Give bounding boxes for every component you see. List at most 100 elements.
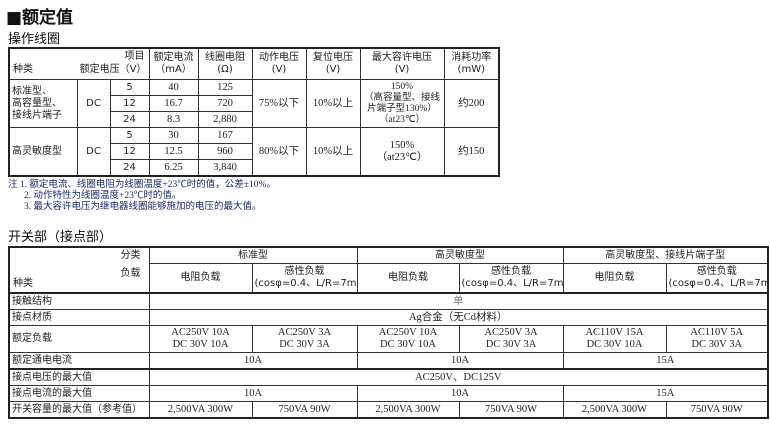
resistance-cell: 2,880 [197,111,253,128]
contact-table: 分类 负载 种类 标准型 高灵敏度型 高灵敏度型、接线片端子型 电阻负载 感性负… [8,246,769,419]
resistance-header: 线圈电阻 (Ω) [197,47,253,80]
current-cell: 8.3 [148,111,199,128]
current-cell: 16.7 [148,95,199,112]
row-label: 接点电流的最大值 [8,385,150,402]
row-label: 接触结构 [8,292,150,310]
table-row: 接触结构单 [8,292,769,310]
resistive-load-header: 电阻负载 [562,263,667,294]
inductive-load-header: 感性负载(cosφ=0.4、L/R=7ms) [458,263,564,294]
item-label: 项目 [124,51,145,62]
release-cell: 10%以上 [305,127,361,177]
structure-value: 单 [148,292,769,310]
value-cell: 750VA 90W [665,401,769,419]
note-2: 2. 动作特性为线圈温度+23℃时的值。 [24,191,182,201]
rated-load-cell: AC110V 15A DC 30V 10A [562,325,667,353]
row-label: 开关容量的最大值（参考值） [8,401,150,419]
kind-label: 种类 [13,64,33,75]
current-cell: 40 [148,79,199,96]
resistance-cell: 125 [197,79,253,96]
release-header: 复位电压 (V) [305,47,361,80]
value-cell: 15A [562,352,769,370]
table-row: 12 16.7 720 [9,95,499,112]
power-cell: 约150 [443,127,500,177]
rated-voltage-label: 额定电压（V） [79,64,147,75]
value-cell: 10A [148,385,358,402]
row-label: 额定通电电流 [8,352,150,370]
corner-header: 项目 种类 额定电压（V） [8,47,150,80]
kind-cell: 高灵敏度型 [8,127,78,177]
rated-load-cell: AC250V 10A DC 30V 10A [356,325,460,353]
value-cell: 15A [562,385,769,402]
current-cell: 6.25 [148,159,199,177]
rated-load-cell: AC250V 3A DC 30V 3A [251,325,358,353]
value-cell: 2,500VA 300W [562,401,667,419]
page-title: ■额定值 [6,8,74,28]
operate-cell: 80%以下 [251,127,307,177]
coil-table: 项目 种类 额定电压（V） 额定电流 （mA） 线圈电阻 (Ω) 动作电压 (V) 复… [8,47,501,177]
kind-label: 种类 [13,278,33,289]
table-row: 额定负载 AC250V 10A DC 30V 10A AC250V 3A DC 30… [8,325,769,353]
resistance-cell: 720 [197,95,253,112]
operate-cell: 75%以下 [251,79,307,128]
value-cell: 10A [148,352,358,370]
contact-heading: 开关部（接点部） [8,230,113,245]
value-cell: 750VA 90W [251,401,358,419]
table-row: 12 12.5 960 [9,143,499,160]
table-row: 接点电压的最大值 AC250V、DC125V [8,368,769,386]
power-header: 消耗功率 (mW) [443,47,500,80]
rated-load-cell: AC250V 3A DC 30V 3A [458,325,564,353]
notes: 注 1. 额定电流、线圈电阻为线圈温度+23℃时的值，公差±10%。 2. 动作… [8,180,276,213]
max-voltage-cell: 150% （高容量型、接线 片端子型130%） （at23℃） [359,79,445,128]
current-cell: 12.5 [148,143,199,160]
table-row: 高灵敏度型 DC 5 30 167 80%以下 10%以上 150% （at23℃… [8,127,500,177]
row-label: 接点电压的最大值 [8,368,150,386]
table-row: 开关容量的最大值（参考值） 2,500VA 300W 750VA 90W 2,5… [8,401,769,419]
voltage-cell: 12 [109,95,150,112]
table-row: 接点材质 Ag合金（无Cd材料） [8,309,769,326]
category-high-sensitivity: 高灵敏度型 [356,246,564,264]
inductive-load-header: 感性负载(cosφ=0.4、L/R=7ms) [251,263,358,294]
voltage-cell: 24 [109,159,150,177]
max-voltage-header: 最大容许电压 (V) [359,47,445,80]
resistive-load-header: 电阻负载 [356,263,460,294]
coil-heading: 操作线圈 [8,32,61,47]
current-cell: 30 [148,127,199,144]
value-cell: 2,500VA 300W [356,401,460,419]
resistance-cell: 960 [197,143,253,160]
kind-cell: 标准型、 高容量型、 接线片端子 [8,79,78,128]
value-cell: 750VA 90W [458,401,564,419]
resistive-load-header: 电阻负载 [148,263,253,294]
voltage-cell: 5 [109,79,150,96]
resistance-cell: 3,840 [197,159,253,177]
value-cell: 10A [356,352,564,370]
power-cell: 约200 [443,79,500,128]
category-high-sensitivity-tab: 高灵敏度型、接线片端子型 [562,246,769,264]
inductive-load-header: 感性负载(cosφ=0.4、L/R=7ms) [665,263,769,294]
current-header: 额定电流 （mA） [148,47,199,80]
load-label: 负载 [120,268,141,279]
release-cell: 10%以上 [305,79,361,128]
material-value: Ag合金（无Cd材料） [148,309,769,326]
value-cell: 10A [356,385,564,402]
type-cell: DC [76,79,111,128]
table-row: 标准型、 高容量型、 接线片端子 DC 5 40 125 75%以下 10%以上 1… [8,79,500,128]
category-label: 分类 [120,250,141,261]
type-cell: DC [76,127,111,177]
table-row: 额定通电电流 10A 10A 15A [8,352,769,370]
voltage-cell: 5 [109,127,150,144]
table-row: 24 6.25 3,840 [9,159,499,177]
value-cell: AC250V、DC125V [148,368,769,386]
resistance-cell: 167 [197,127,253,144]
corner-header: 分类 负载 种类 [8,246,150,294]
value-cell: 2,500VA 300W [148,401,253,419]
max-voltage-cell: 150% （at23℃） [359,127,445,177]
operate-header: 动作电压 (V) [251,47,307,80]
rated-load-cell: AC110V 5A DC 30V 3A [665,325,769,353]
table-row: 接点电流的最大值 10A 10A 15A [8,385,769,402]
note-3: 3. 最大容许电压为继电器线圈能够施加的电压的最大值。 [24,202,262,212]
row-label: 接点材质 [8,309,150,326]
voltage-cell: 24 [109,111,150,128]
note-1: 注 1. 额定电流、线圈电阻为线圈温度+23℃时的值，公差±10%。 [8,180,276,190]
category-standard: 标准型 [148,246,358,264]
rated-load-cell: AC250V 10A DC 30V 10A [148,325,253,353]
